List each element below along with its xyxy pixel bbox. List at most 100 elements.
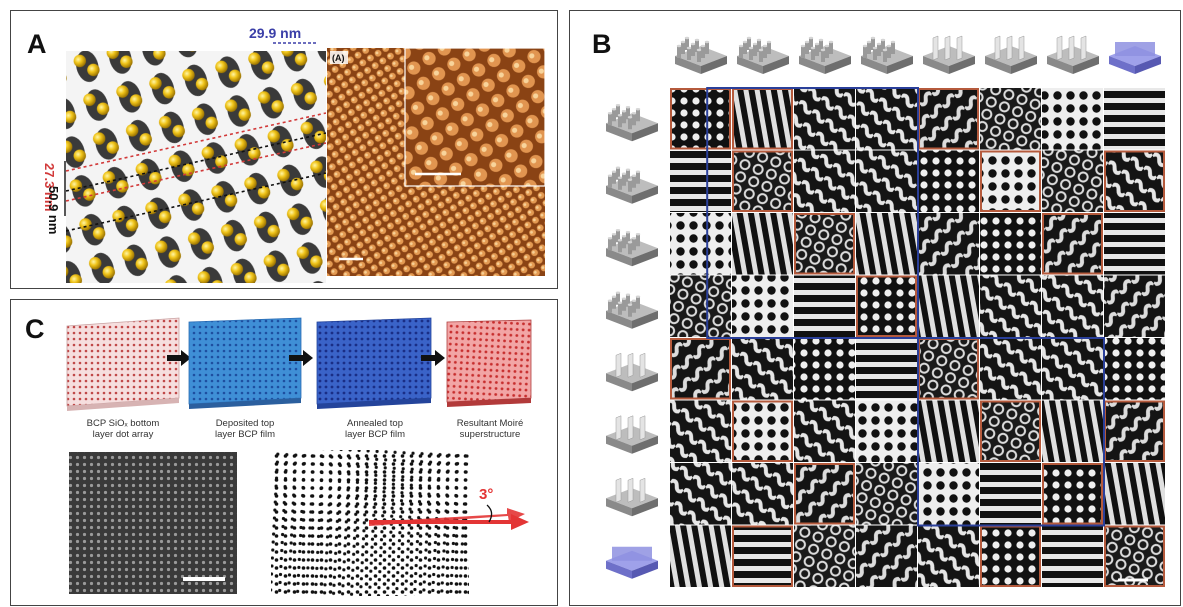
matrix-cell — [856, 275, 917, 337]
matrix-cell — [794, 463, 855, 525]
matrix-cell — [1104, 150, 1165, 212]
matrix-cell — [732, 400, 793, 462]
matrix-cell — [794, 150, 855, 212]
matrix-cell — [732, 463, 793, 525]
panel-a-label: A — [27, 29, 47, 59]
matrix-highlight-box — [980, 150, 1041, 212]
matrix-highlight-box — [670, 88, 731, 150]
step-2-caption: Deposited top layer BCP film — [214, 418, 275, 440]
matrix-cell — [794, 338, 855, 400]
step-1-tile — [66, 317, 180, 411]
rotation-arrow-icon — [369, 504, 529, 530]
panel-a-afm-image: (A) — [327, 48, 545, 276]
dim-left-red-label: 27.3 nm — [42, 163, 57, 211]
matrix-cell — [980, 213, 1041, 275]
matrix-cell — [1104, 275, 1165, 337]
arrow-2-icon — [289, 350, 313, 366]
matrix-highlight-box — [1042, 213, 1103, 275]
matrix-cell — [1104, 400, 1165, 462]
panel-a: A 29.9 nm 27.3 nm 50.9 nm — [10, 10, 558, 289]
matrix-cell — [1042, 463, 1103, 525]
panel-a-dimension-overlay: 29.9 nm 27.3 nm 50.9 nm — [42, 25, 316, 234]
panel-c-label: C — [25, 314, 45, 344]
matrix-blue-block — [706, 87, 919, 339]
matrix-highlight-box — [1104, 525, 1165, 587]
template-walls-icon — [985, 35, 1037, 74]
matrix-cell — [670, 525, 731, 587]
arrow-1-icon — [167, 350, 191, 366]
matrix-highlight-box — [732, 150, 793, 212]
template-pillars-icon — [861, 36, 913, 74]
matrix-cell — [1104, 463, 1165, 525]
matrix-cell — [1042, 150, 1103, 212]
panel-b-template-matrix — [606, 35, 1165, 587]
panel-c-sem-image — [69, 452, 237, 594]
matrix-cell — [980, 463, 1041, 525]
rotation-angle-label: 3° — [479, 486, 493, 503]
matrix-cell — [918, 463, 979, 525]
template-walls-icon — [606, 352, 658, 392]
panel-c: C — [10, 299, 558, 606]
matrix-cell — [918, 88, 979, 150]
step-4-caption: Resultant Moiré superstructure — [456, 418, 524, 440]
panel-b-label: B — [592, 29, 612, 59]
matrix-cell — [1104, 525, 1165, 587]
matrix-highlight-box — [794, 213, 855, 275]
panel-b: B — [569, 10, 1181, 606]
matrix-cell — [732, 275, 793, 337]
matrix-cell — [856, 463, 917, 525]
matrix-cell — [1104, 213, 1165, 275]
matrix-cell — [794, 213, 855, 275]
step-4-tile — [446, 319, 532, 407]
template-pillars-icon — [606, 104, 658, 142]
matrix-highlight-box — [670, 338, 731, 400]
matrix-highlight-box — [732, 400, 793, 462]
matrix-highlight-box — [1104, 150, 1165, 212]
matrix-cell — [856, 88, 917, 150]
matrix-cell — [918, 213, 979, 275]
template-pillars-icon — [606, 229, 658, 267]
template-walls-icon — [606, 415, 658, 454]
matrix-cell — [1042, 525, 1103, 587]
matrix-cell — [1104, 338, 1165, 400]
matrix-cell — [1042, 338, 1103, 400]
matrix-blue-block — [917, 337, 1105, 527]
matrix-highlight-box — [980, 400, 1041, 462]
matrix-cell — [980, 525, 1041, 587]
matrix-cell — [1042, 400, 1103, 462]
matrix-cell — [670, 400, 731, 462]
template-pillars-icon — [737, 36, 789, 74]
matrix-cell — [918, 400, 979, 462]
matrix-cell — [980, 400, 1041, 462]
matrix-cell — [856, 150, 917, 212]
matrix-cell — [1042, 275, 1103, 337]
matrix-cell — [980, 275, 1041, 337]
matrix-cell — [670, 463, 731, 525]
matrix-cell — [918, 275, 979, 337]
template-pillars-icon — [799, 36, 851, 74]
template-pillars-icon — [675, 36, 727, 74]
matrix-cell — [980, 338, 1041, 400]
matrix-highlight-box — [794, 463, 855, 525]
matrix-cell — [856, 525, 917, 587]
template-walls-icon — [1047, 35, 1099, 74]
matrix-cell — [670, 88, 731, 150]
matrix-cell — [918, 150, 979, 212]
matrix-cell — [794, 275, 855, 337]
matrix-cell — [856, 400, 917, 462]
step-3-tile — [316, 317, 432, 409]
matrix-cell — [980, 150, 1041, 212]
panel-c-process-diagram: 3° — [66, 317, 532, 596]
step-1-caption: BCP SiOₓ bottom layer dot array — [86, 418, 160, 440]
template-mesh-icon — [1109, 42, 1161, 74]
template-pillars-icon — [606, 291, 658, 329]
template-pillars-icon — [606, 166, 658, 204]
matrix-cell — [732, 150, 793, 212]
matrix-cell — [856, 213, 917, 275]
matrix-cell — [1042, 213, 1103, 275]
dim-left-black-label: 50.9 nm — [46, 186, 61, 234]
matrix-highlight-box — [1042, 463, 1103, 525]
matrix-cell — [918, 338, 979, 400]
matrix-cell — [670, 150, 731, 212]
matrix-highlight-box — [856, 275, 917, 337]
